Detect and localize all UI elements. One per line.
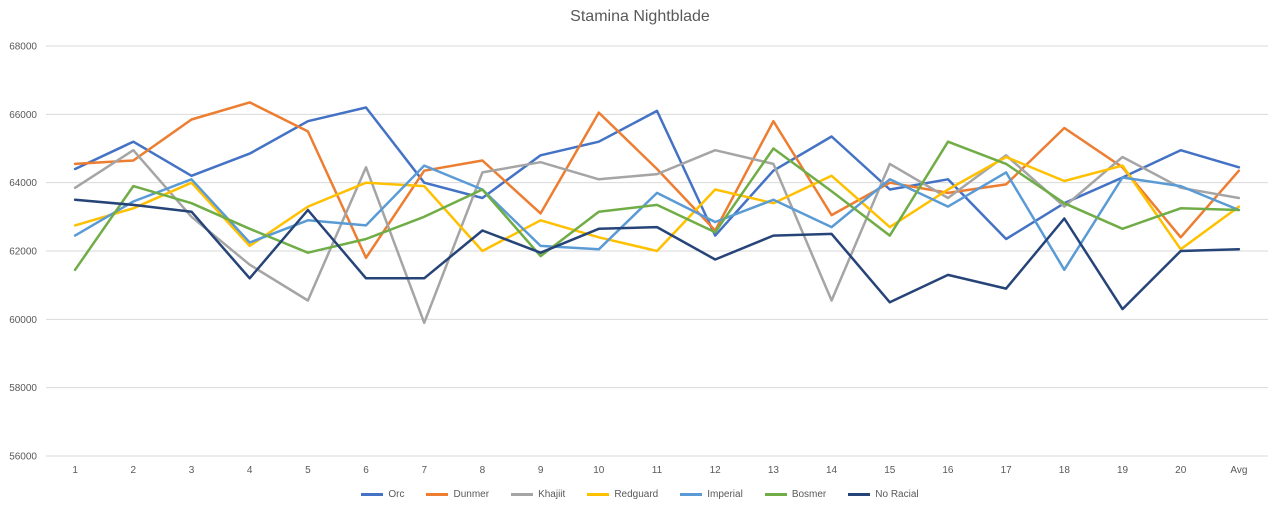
y-tick-label: 64000 (9, 178, 37, 189)
x-tick-label: 8 (480, 465, 486, 476)
x-tick-label: 14 (826, 465, 838, 476)
x-tick-label: 16 (942, 465, 954, 476)
legend-swatch (848, 493, 871, 496)
series-line-no-racial (73, 198, 1241, 311)
legend-swatch (361, 493, 384, 496)
legend: Orc Dunmer Khajiit Redguard Imperial Bosmer No… (0, 489, 1280, 500)
legend-label: Orc (388, 489, 405, 500)
x-tick-label: 9 (538, 465, 544, 476)
series-line-orc (73, 106, 1241, 241)
x-tick-label: 12 (710, 465, 722, 476)
y-tick-label: 68000 (9, 42, 37, 53)
legend-label: No Racial (875, 489, 919, 500)
y-tick-label: 58000 (9, 383, 37, 394)
legend-label: Khajiit (538, 489, 566, 500)
legend-label: Bosmer (791, 489, 827, 500)
x-tick-label: 17 (1001, 465, 1013, 476)
legend-item-khajiit: Khajiit (511, 489, 565, 500)
legend-label: Redguard (614, 489, 659, 500)
legend-item-redguard: Redguard (587, 489, 658, 500)
x-tick-label: 20 (1175, 465, 1187, 476)
y-tick-label: 60000 (9, 315, 37, 326)
x-tick-label: Avg (1230, 465, 1247, 476)
legend-swatch (587, 493, 610, 496)
legend-item-bosmer: Bosmer (764, 489, 827, 500)
x-tick-label: 11 (652, 465, 663, 476)
series-line-imperial (73, 164, 1241, 272)
chart-title: Stamina Nightblade (570, 8, 710, 25)
y-tick-label: 66000 (9, 110, 37, 121)
legend-label: Imperial (707, 489, 743, 500)
x-tick-label: 7 (421, 465, 427, 476)
x-tick-label: 15 (884, 465, 896, 476)
legend-swatch (680, 493, 703, 496)
x-tick-label: 2 (131, 465, 137, 476)
x-tick-label: 4 (247, 465, 253, 476)
series-line-dunmer (73, 101, 1241, 260)
legend-swatch (426, 493, 449, 496)
x-tick-label: 13 (768, 465, 780, 476)
x-tick-label: 10 (593, 465, 605, 476)
legend-swatch (511, 493, 534, 496)
y-tick-label: 62000 (9, 247, 37, 258)
series-line-redguard (73, 155, 1241, 253)
y-tick-label: 56000 (9, 452, 37, 463)
x-tick-label: 19 (1117, 465, 1129, 476)
legend-item-no-racial: No Racial (848, 489, 919, 500)
legend-label: Dunmer (453, 489, 490, 500)
x-tick-label: 18 (1059, 465, 1071, 476)
series-line-khajiit (73, 148, 1241, 325)
x-tick-label: 1 (72, 465, 78, 476)
x-tick-label: 3 (189, 465, 195, 476)
x-tick-label: 5 (305, 465, 311, 476)
x-tick-label: 6 (363, 465, 369, 476)
legend-item-dunmer: Dunmer (426, 489, 489, 500)
series-line-bosmer (73, 140, 1241, 272)
legend-item-imperial: Imperial (680, 489, 743, 500)
legend-swatch (764, 493, 787, 496)
legend-item-orc: Orc (361, 489, 404, 500)
